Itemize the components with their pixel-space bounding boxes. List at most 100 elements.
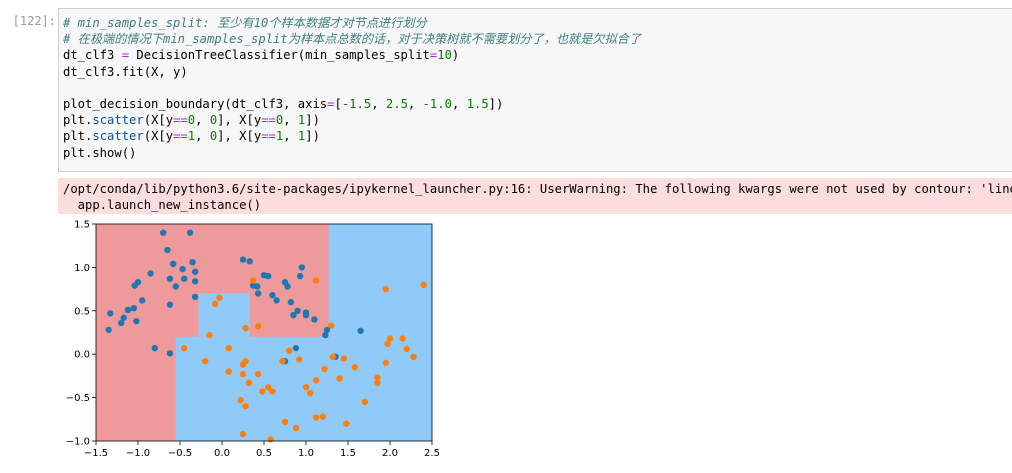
code-comment: # min_samples_split: 至少有10个样本数据才对节点进行划分 [63, 16, 427, 30]
y-tick-label: 1.0 [74, 263, 90, 274]
code-number: 1.5 [466, 97, 489, 112]
point-class1 [410, 353, 417, 361]
point-class0 [273, 297, 280, 304]
y-tick-label: −1.0 [66, 437, 90, 448]
point-class0 [239, 256, 247, 263]
point-class0 [191, 268, 199, 275]
code-token: ], X[y [217, 113, 262, 128]
code-token: , [195, 129, 210, 144]
cell-prompt: [122]: [12, 14, 56, 28]
code-editor[interactable]: # min_samples_split: 至少有10个样本数据才对节点进行划分 … [63, 15, 641, 161]
x-tick-label: 2.5 [424, 448, 440, 459]
point-class1 [312, 414, 320, 421]
point-class0 [298, 264, 305, 271]
point-class1 [312, 277, 320, 284]
point-class1 [319, 413, 326, 420]
point-class1 [382, 285, 389, 293]
point-class1 [254, 370, 262, 378]
code-number: -1.5 [341, 97, 372, 112]
point-class0 [186, 229, 194, 236]
point-class1 [321, 365, 328, 373]
point-class1 [269, 388, 276, 395]
point-class1 [374, 379, 381, 387]
point-class0 [179, 265, 186, 273]
point-class0 [105, 326, 112, 334]
point-class1 [225, 368, 232, 375]
point-class1 [386, 335, 394, 342]
point-class0 [311, 316, 318, 323]
point-class0 [166, 301, 174, 308]
code-token: , [283, 129, 298, 144]
point-class0 [107, 310, 114, 317]
code-token: plt.show() [63, 145, 137, 160]
point-class1 [302, 383, 310, 391]
code-number: -1.0 [422, 97, 452, 112]
point-class1 [181, 344, 188, 352]
code-operator: = [327, 97, 335, 112]
x-tick-label: 1.5 [340, 448, 356, 459]
point-class1 [296, 356, 303, 363]
point-class0 [269, 291, 276, 299]
point-class0 [265, 272, 272, 280]
x-tick-label: 0.0 [214, 448, 230, 459]
code-number: 10 [437, 48, 452, 63]
point-class1 [307, 390, 314, 397]
code-operator: == [173, 129, 188, 144]
point-class1 [361, 398, 368, 406]
point-class1 [242, 357, 249, 365]
point-class0 [246, 258, 253, 265]
point-class0 [133, 318, 140, 325]
point-class1 [239, 430, 247, 438]
point-class0 [130, 304, 137, 312]
point-class0 [322, 331, 329, 339]
code-token: , [371, 97, 386, 112]
warning-line: app.launch_new_instance() [63, 197, 262, 212]
point-class0 [124, 306, 132, 314]
point-class0 [139, 297, 146, 304]
point-class1 [399, 335, 406, 342]
point-class1 [279, 357, 286, 365]
code-operator: = [429, 48, 438, 63]
code-token: ]) [305, 113, 320, 128]
point-class0 [189, 258, 196, 266]
code-token: , [195, 113, 210, 128]
code-operator: == [261, 113, 276, 128]
point-class1 [420, 281, 427, 288]
code-cell[interactable]: # min_samples_split: 至少有10个样本数据才对节点进行划分 … [58, 8, 1012, 172]
point-class1 [374, 374, 381, 381]
code-number: 0 [187, 113, 196, 128]
decision-boundary-chart: −1.5 −1.0 −0.5 0.0 0.5 1.0 1.5 2.0 2.5−1.0−0.50.… [66, 220, 440, 460]
point-class1 [245, 379, 253, 387]
code-comment: # 在极端的情况下min_samples_split为样本点总数的话，对于决策树… [63, 32, 642, 47]
point-class0 [120, 314, 127, 321]
point-class0 [181, 275, 188, 282]
y-tick-label: −0.5 [66, 393, 90, 404]
code-token: ]) [305, 129, 320, 144]
x-tick-label: −1.0 [126, 448, 150, 459]
point-class1 [242, 324, 249, 332]
y-tick-label: 0.5 [74, 306, 90, 317]
code-token: DecisionTreeClassifier(min_samples_split [129, 48, 430, 63]
code-token: plt. [63, 113, 93, 128]
x-tick-label: 1.0 [298, 448, 314, 459]
point-class1 [259, 388, 266, 395]
point-class0 [294, 307, 301, 314]
point-class0 [166, 275, 174, 282]
code-function: scatter [92, 129, 144, 144]
warning-line: /opt/conda/lib/python3.6/site-packages/i… [63, 182, 1012, 196]
point-class0 [302, 311, 310, 319]
point-class0 [292, 344, 300, 352]
code-token: , [451, 97, 467, 112]
y-tick-label: 1.5 [74, 220, 90, 231]
point-class0 [172, 283, 179, 290]
point-class0 [118, 319, 125, 327]
point-class0 [323, 326, 331, 334]
point-class0 [160, 229, 167, 236]
code-number: 0 [209, 113, 218, 128]
point-class0 [287, 298, 295, 306]
y-tick-label: 0.0 [74, 350, 90, 361]
code-token: , [407, 97, 423, 112]
code-number: 2.5 [385, 97, 408, 112]
point-class0 [284, 283, 291, 290]
point-class1 [265, 383, 272, 391]
